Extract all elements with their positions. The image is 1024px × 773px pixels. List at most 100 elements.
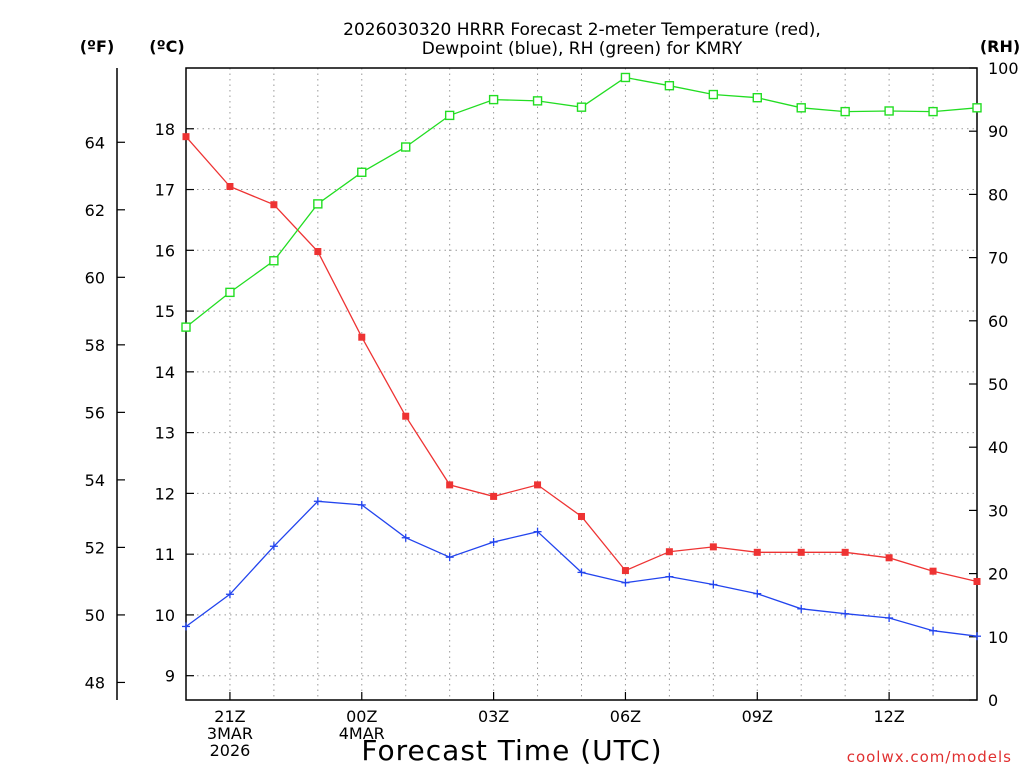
series-temperature-point: [929, 567, 937, 575]
axes: 9 10 11 12 13 14 15 16 17 18 48 50 52 54 56 58 60 62 64 0 10…: [85, 59, 1019, 710]
rh-tick-label: 30: [988, 501, 1008, 520]
series-layer: [181, 72, 982, 641]
series-rh-point: [225, 287, 235, 298]
series-rh-point: [840, 106, 850, 117]
celsius-tick-label: 13: [155, 424, 175, 443]
series-dewpoint-point: [313, 497, 322, 506]
series-temperature-point: [446, 481, 454, 489]
rh-tick-label: 10: [988, 628, 1008, 647]
series-rh-point: [752, 93, 762, 103]
fahrenheit-tick-label: 56: [85, 403, 105, 422]
series-rh-point: [576, 102, 587, 112]
series-rh-point: [401, 142, 411, 152]
rh-tick-label: 100: [988, 59, 1019, 78]
chart-title-line-1: 2026030320 HRRR Forecast 2-meter Tempera…: [343, 20, 821, 40]
series-rh-point: [181, 322, 191, 332]
series-rh-point: [488, 94, 499, 105]
series-rh-point: [444, 110, 455, 121]
series-dewpoint-point: [885, 613, 894, 622]
celsius-tick-label: 18: [155, 120, 175, 139]
series-rh-point: [664, 80, 675, 91]
series-temperature-point: [534, 481, 542, 489]
series-dewpoint-point: [401, 533, 410, 542]
series-dewpoint-point: [753, 589, 762, 598]
rh-tick-label: 40: [988, 438, 1008, 457]
series-rh-line: [185, 76, 978, 328]
fahrenheit-tick-label: 60: [85, 268, 105, 287]
series-dewpoint-point: [665, 572, 674, 581]
series-temperature-point: [314, 248, 322, 256]
fahrenheit-tick-label: 64: [85, 133, 105, 152]
series-temperature-point: [885, 554, 893, 562]
series-dewpoint-point: [709, 580, 718, 589]
fahrenheit-tick-label: 52: [85, 538, 105, 557]
series-dewpoint-point: [489, 538, 498, 546]
rh-tick-label: 50: [988, 375, 1008, 394]
fahrenheit-tick-label: 54: [85, 471, 105, 490]
fahrenheit-tick-label: 58: [85, 336, 105, 355]
series-dewpoint-point: [269, 542, 278, 551]
series-dewpoint-point: [621, 578, 630, 587]
rh-tick-label: 0: [988, 691, 998, 710]
chart-title-line-2: Dewpoint (blue), RH (green) for KMRY: [422, 39, 743, 59]
series-temperature-point: [226, 183, 234, 190]
celsius-tick-label: 14: [155, 363, 175, 382]
rh-tick-label: 70: [988, 249, 1008, 268]
x-tick-label: 12Z: [873, 707, 904, 726]
x-tick-label: 00Z: [346, 707, 377, 726]
rh-tick-label: 20: [988, 565, 1008, 584]
series-rh-point: [796, 103, 806, 113]
series-dewpoint: [182, 497, 981, 641]
celsius-tick-label: 9: [165, 667, 175, 686]
series-dewpoint-point: [929, 626, 938, 635]
x-tick-label: 3MAR: [207, 724, 253, 743]
series-temperature-point: [270, 201, 278, 209]
series-dewpoint-point: [445, 553, 454, 562]
series-rh-point: [532, 96, 543, 106]
series-temperature-point: [973, 578, 981, 585]
series-dewpoint-point: [182, 622, 190, 631]
celsius-tick-label: 17: [155, 181, 175, 200]
series-rh-point: [972, 103, 982, 113]
series-temperature-point: [578, 512, 585, 520]
series-rh-point: [357, 167, 367, 177]
x-tick-label: 4MAR: [339, 724, 385, 743]
series-dewpoint-point: [533, 527, 542, 536]
series-rh-point: [313, 199, 323, 209]
fahrenheit-tick-label: 62: [85, 201, 105, 220]
series-dewpoint-point: [797, 604, 806, 613]
x-axis-label: Forecast Time (UTC): [361, 734, 662, 767]
series-rh-point: [708, 89, 719, 100]
x-tick-label: 21Z: [214, 707, 245, 726]
celsius-tick-label: 16: [155, 241, 175, 260]
celsius-tick-label: 11: [155, 545, 175, 564]
series-temperature-point: [665, 548, 673, 556]
rh-tick-label: 80: [988, 185, 1008, 204]
series-temperature-point: [358, 333, 366, 341]
series-temperature-point: [490, 492, 498, 500]
series-temperature-point: [621, 567, 629, 575]
rh-tick-label: 90: [988, 122, 1008, 141]
celsius-tick-label: 15: [155, 302, 175, 321]
series-dewpoint-point: [577, 568, 586, 577]
series-rh: [181, 72, 982, 332]
celsius-unit-label: (ºC): [149, 37, 184, 56]
series-rh-point: [269, 256, 279, 266]
series-temperature-point: [841, 548, 849, 556]
x-tick-label: 06Z: [610, 707, 641, 726]
x-tick-label: 2026: [210, 741, 251, 760]
series-temperature-point: [182, 133, 190, 141]
series-temperature-point: [797, 548, 805, 556]
fahrenheit-tick-label: 48: [85, 673, 105, 692]
fahrenheit-unit-label: (ºF): [80, 37, 115, 56]
grid-lines: [186, 68, 977, 700]
x-tick-label: 09Z: [742, 707, 773, 726]
series-rh-point: [620, 72, 631, 83]
series-temperature: [182, 133, 981, 585]
series-dewpoint-point: [973, 632, 981, 641]
rh-unit-label: (RH): [980, 37, 1020, 56]
celsius-tick-label: 12: [155, 484, 175, 503]
series-rh-point: [884, 106, 894, 116]
